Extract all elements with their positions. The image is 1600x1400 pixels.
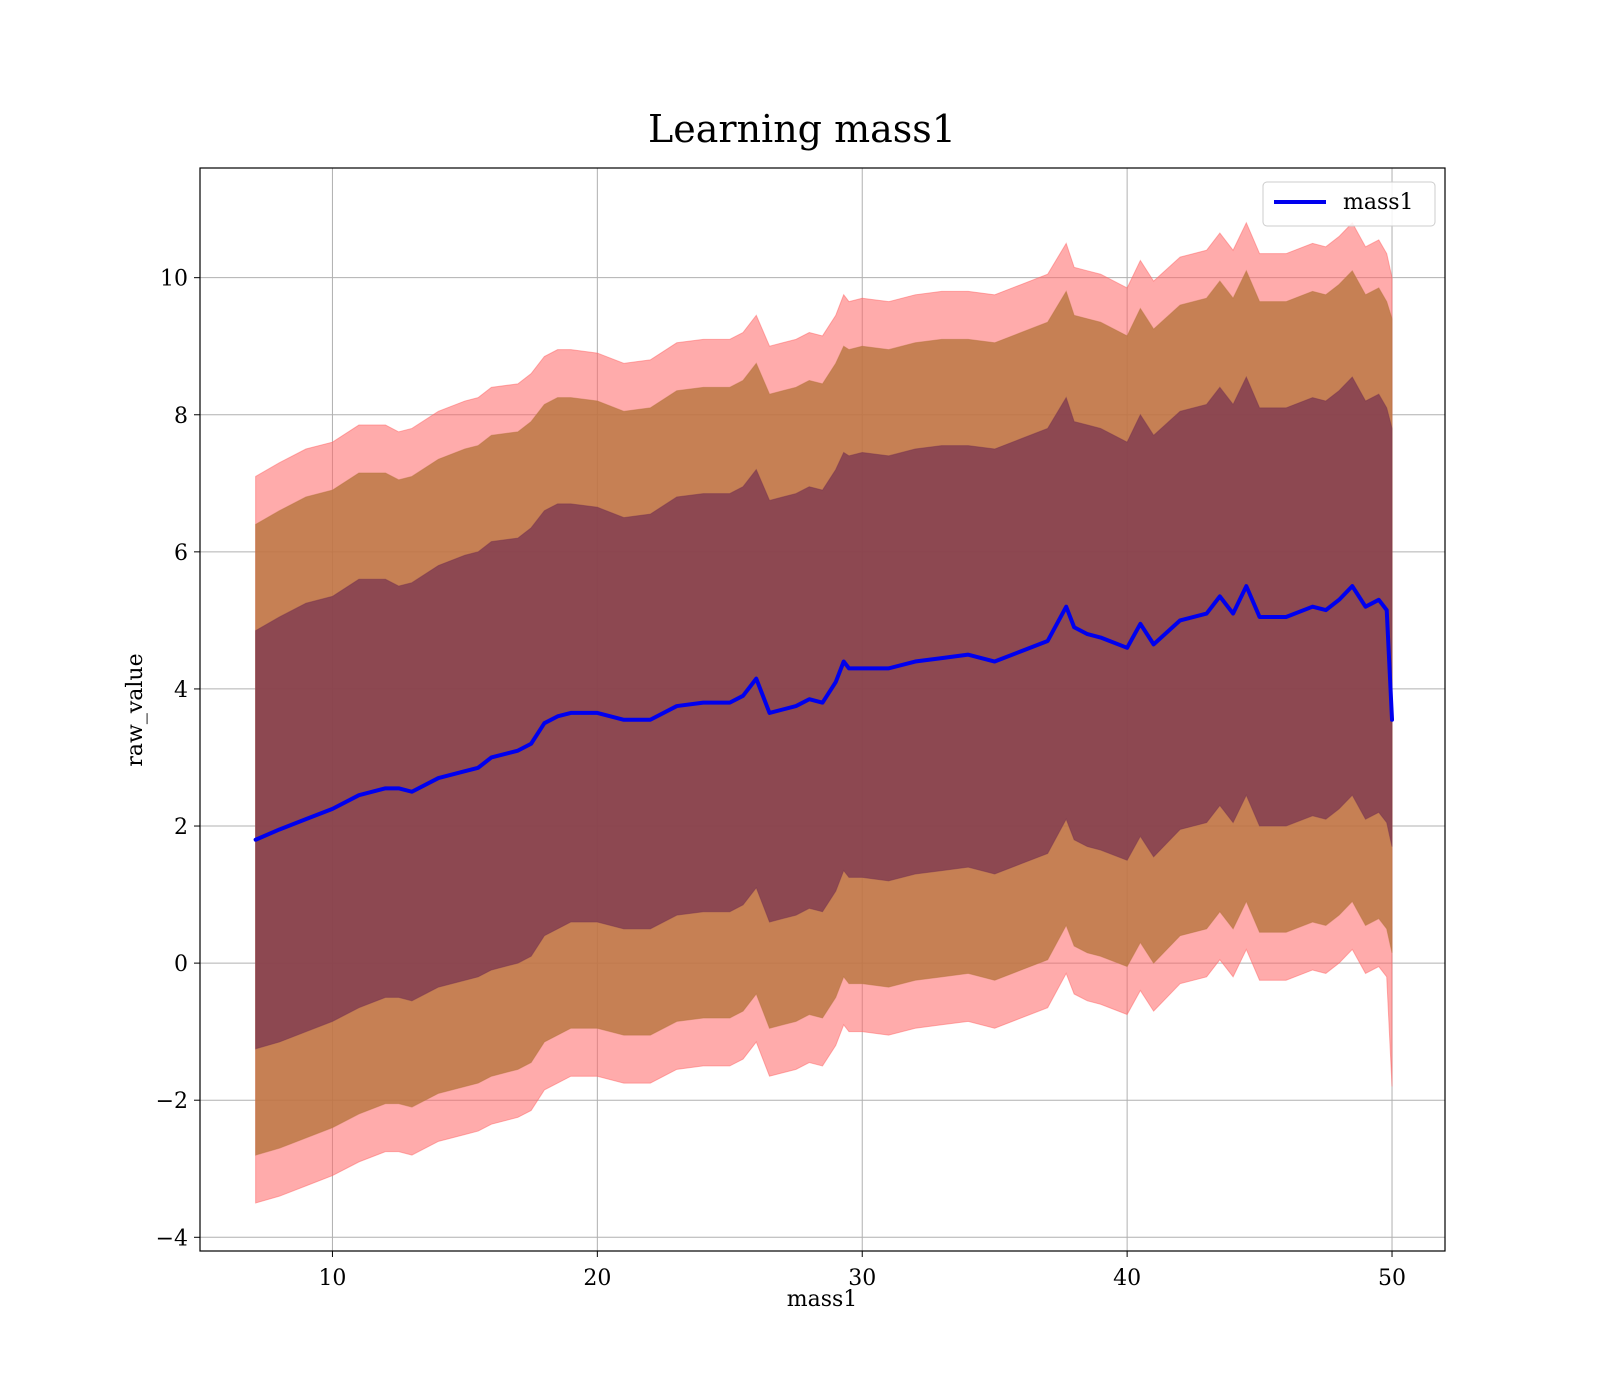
series-line-mass1	[253, 584, 1395, 842]
y-tick-label: 10	[160, 267, 188, 292]
band-inner	[255, 375, 1393, 1050]
plot-frame	[199, 167, 1446, 1252]
legend-label-mass1: mass1	[1343, 190, 1414, 215]
y-tick-label: −2	[156, 1089, 188, 1114]
ticks: 10 20 30 40 50 −4 −2 0 2 4 6 8 10	[156, 267, 1406, 1291]
series-layer	[253, 584, 1395, 842]
x-tick-label: 10	[318, 1266, 346, 1291]
legend: mass1	[1262, 181, 1436, 227]
y-axis-label: raw_value	[123, 653, 148, 766]
y-tick-label: 6	[174, 541, 188, 566]
x-tick-label: 40	[1113, 1266, 1141, 1291]
x-axis-label: mass1	[787, 1287, 858, 1312]
y-tick-label: 2	[174, 815, 188, 840]
y-tick-label: −4	[156, 1226, 188, 1251]
y-tick-label: 0	[174, 952, 188, 977]
x-tick-label: 30	[848, 1266, 876, 1291]
y-tick-label: 4	[174, 678, 188, 703]
y-tick-label: 8	[174, 404, 188, 429]
x-tick-label: 20	[583, 1266, 611, 1291]
chart-title: Learning mass1	[648, 107, 956, 151]
legend-box	[1262, 181, 1436, 227]
confidence-bands	[255, 221, 1393, 1204]
x-tick-label: 50	[1378, 1266, 1406, 1291]
